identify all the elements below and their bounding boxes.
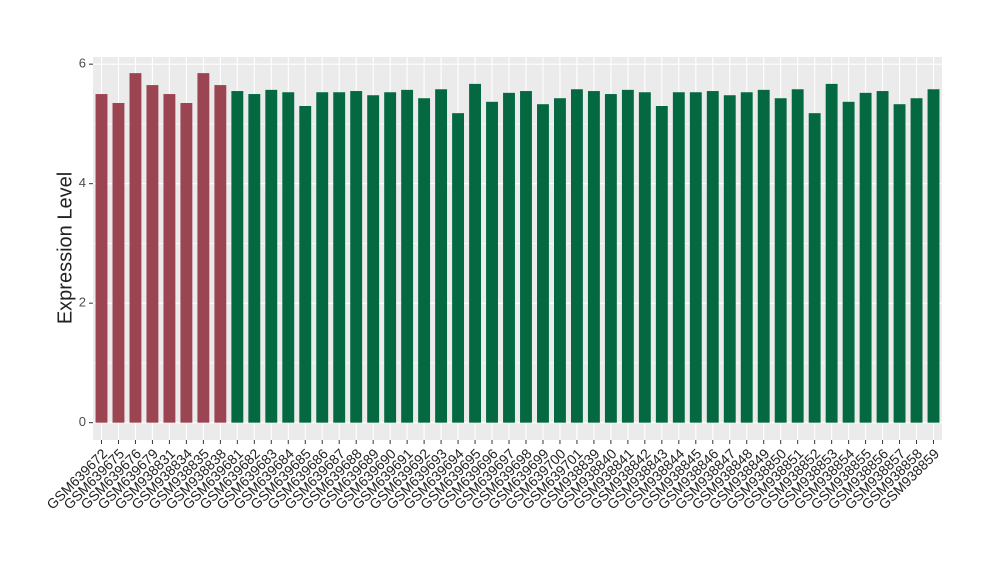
bar <box>265 89 278 423</box>
y-tick-label: 6 <box>79 56 86 71</box>
bar <box>299 105 312 423</box>
bar <box>367 95 380 423</box>
bar <box>893 104 906 423</box>
bar <box>231 91 244 423</box>
bar <box>333 92 346 423</box>
bar <box>604 94 617 423</box>
bar <box>180 103 193 423</box>
bar <box>537 104 549 423</box>
bar <box>757 89 770 423</box>
bar <box>452 113 465 423</box>
bar <box>689 92 702 423</box>
bar <box>910 98 923 423</box>
bar <box>842 101 855 423</box>
bar <box>486 101 498 423</box>
y-tick-label: 4 <box>79 175 86 190</box>
bar <box>146 85 159 423</box>
bar <box>112 103 125 423</box>
y-tick-label: 2 <box>79 295 86 310</box>
bar <box>570 89 583 423</box>
bar <box>740 92 753 423</box>
bar <box>129 73 142 423</box>
bar <box>587 91 600 423</box>
bar <box>503 92 515 423</box>
bar <box>350 91 363 423</box>
bar <box>197 73 210 423</box>
bar <box>723 95 736 423</box>
bar <box>418 98 431 423</box>
bar <box>95 94 108 423</box>
bar <box>401 89 414 423</box>
bar <box>282 92 295 423</box>
bar <box>316 92 329 423</box>
bar <box>655 105 668 423</box>
bar <box>469 83 481 423</box>
bar <box>825 83 838 423</box>
bar <box>248 94 261 423</box>
bar <box>706 91 719 423</box>
bar <box>791 89 804 423</box>
bar <box>927 89 940 423</box>
bar <box>435 89 448 423</box>
bar <box>774 98 787 423</box>
bar <box>214 85 227 423</box>
bar <box>163 94 176 423</box>
bar <box>384 92 397 423</box>
bar <box>638 92 651 423</box>
bar <box>859 92 872 423</box>
bar <box>876 91 889 423</box>
bar <box>621 89 634 423</box>
y-tick-label: 0 <box>79 414 86 429</box>
bar <box>808 113 821 423</box>
bar <box>672 92 685 423</box>
y-axis-label: Expression Level <box>54 172 76 324</box>
bar <box>554 98 566 423</box>
bar <box>520 91 532 423</box>
